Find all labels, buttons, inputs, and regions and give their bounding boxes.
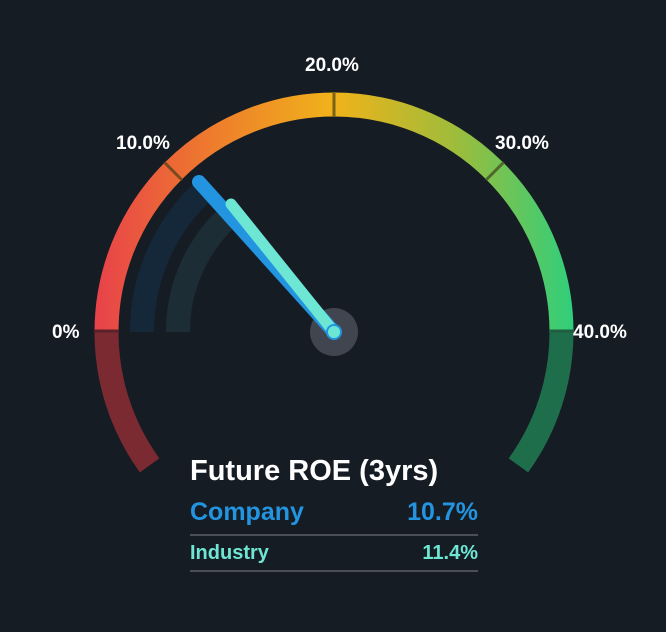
company-track [129,180,214,333]
tick-10 [163,161,184,182]
high-extension-arc [508,331,574,473]
company-value: 10.7% [407,497,478,526]
tick-label-10: 10.0% [116,133,170,154]
industry-label: Industry [190,541,269,564]
industry-value: 11.4% [422,541,478,564]
tick-label-20: 20.0% [305,55,359,76]
company-label: Company [190,497,304,526]
tick-label-30: 30.0% [495,133,549,154]
tick-30 [484,161,505,182]
legend: Future ROE (3yrs) Company 10.7% Industry… [190,452,478,572]
tick-label-40: 40.0% [573,322,627,343]
legend-row-industry: Industry 11.4% [190,536,478,572]
chart-title: Future ROE (3yrs) [190,455,439,487]
low-extension-arc [94,331,160,473]
industry-needle [225,198,340,338]
industry-track [165,200,244,333]
tick-label-0: 0% [52,322,80,343]
legend-row-company: Company 10.7% [190,490,478,536]
